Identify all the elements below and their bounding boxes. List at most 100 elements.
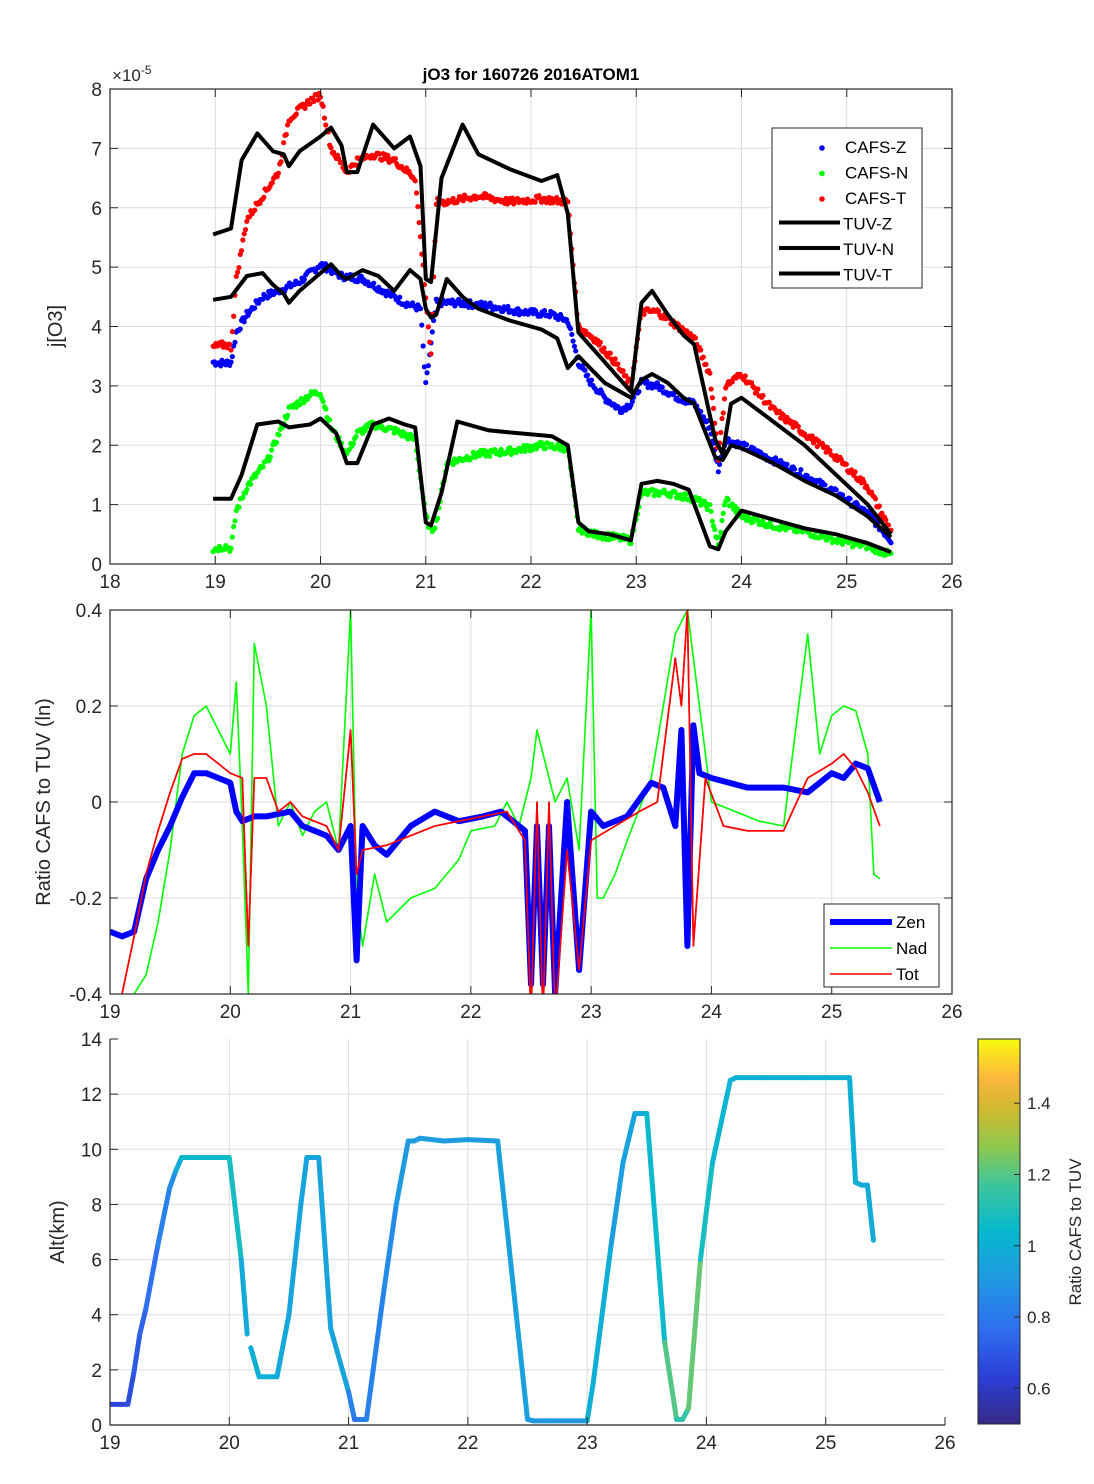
altitude-line-piece (393, 1138, 411, 1207)
data-point (320, 398, 326, 405)
legend-label: TUV-Z (843, 215, 892, 234)
data-point (702, 498, 708, 504)
data-point (413, 190, 420, 196)
data-point (431, 317, 437, 324)
data-point (483, 453, 489, 459)
data-point (392, 155, 399, 162)
data-point (839, 492, 846, 498)
y-tick-label: 10 (81, 1140, 102, 1161)
y-tick-label: 8 (91, 80, 102, 101)
colorbar-ticks: 0.6 0.8 1 1.2 1.4 (1014, 1094, 1051, 1398)
altitude-line-piece (328, 1326, 352, 1395)
data-point (425, 363, 431, 369)
data-point (240, 237, 246, 243)
data-point (278, 159, 284, 165)
data-point (434, 515, 441, 522)
data-point (229, 353, 235, 360)
data-point (852, 469, 858, 475)
series-line (212, 262, 893, 539)
data-point (784, 461, 790, 467)
legend-2: Zen Nad Tot (823, 903, 940, 988)
series-group-1 (210, 90, 894, 558)
colorbar-tick-label: 1.4 (1027, 1094, 1051, 1113)
altitude-line-piece (316, 1155, 334, 1331)
data-point (804, 472, 810, 479)
data-point (607, 350, 613, 356)
data-point (307, 101, 313, 107)
data-point (425, 324, 431, 330)
data-point (838, 456, 844, 463)
x-tick-label: 22 (520, 572, 541, 593)
altitude-line-piece (697, 1160, 715, 1263)
data-point (241, 319, 247, 325)
colorbar-tick-label: 1 (1027, 1237, 1036, 1256)
data-point (283, 131, 289, 138)
data-point (238, 248, 245, 254)
data-point (615, 361, 621, 367)
data-point (700, 354, 706, 360)
data-point (720, 510, 726, 516)
data-point (460, 198, 466, 204)
data-point (601, 345, 607, 351)
data-point (317, 94, 324, 100)
data-point (567, 326, 574, 332)
series-line (213, 416, 892, 554)
data-point (229, 329, 235, 335)
data-point (275, 170, 281, 176)
data-point (708, 386, 714, 392)
data-point (419, 322, 425, 328)
data-point (522, 448, 528, 454)
x-tick-label: 22 (457, 1433, 478, 1454)
data-point (323, 406, 329, 412)
data-point (833, 487, 839, 493)
data-point (235, 269, 241, 275)
plot-area-3 (110, 1039, 945, 1425)
data-point (710, 405, 717, 411)
data-point (232, 339, 238, 345)
data-point (628, 540, 634, 547)
data-point (240, 494, 246, 501)
data-point (629, 398, 635, 405)
data-point (709, 395, 715, 401)
data-point (718, 429, 724, 436)
data-point (260, 464, 266, 470)
data-point (317, 391, 324, 398)
data-point (760, 392, 766, 399)
altitude-segment (346, 1135, 590, 1424)
data-point (244, 486, 250, 493)
data-point (619, 409, 625, 416)
y-tick-label: 2 (91, 436, 102, 457)
data-point (541, 308, 548, 314)
data-point (532, 199, 538, 205)
legend-label: CAFS-T (845, 189, 906, 208)
data-point (824, 537, 830, 543)
altitude-line-piece (346, 1389, 358, 1422)
data-point (228, 545, 234, 552)
data-point (703, 361, 709, 367)
y-tick-label: 8 (91, 1195, 102, 1216)
legend-label: TUV-N (843, 240, 894, 259)
data-point (872, 496, 879, 502)
ticks-2: 19 20 21 22 23 24 25 26 -0.4 -0.2 0 0.2 0.4 (69, 601, 962, 1023)
data-point (429, 329, 435, 335)
x-tick-label: 26 (934, 1433, 955, 1454)
data-point (798, 467, 804, 473)
y-tick-label: -0.4 (69, 985, 102, 1006)
legend-label: Zen (896, 913, 925, 932)
data-point (311, 98, 317, 105)
legend-label: Tot (896, 965, 919, 984)
series-tot-overlay (121, 610, 881, 994)
data-point (350, 440, 356, 447)
data-point (261, 194, 267, 200)
data-point (573, 348, 579, 354)
y-tick-label: 6 (91, 1251, 102, 1272)
x-tick-label: 21 (340, 1002, 361, 1023)
data-point (232, 518, 238, 524)
data-point (827, 447, 833, 454)
altitude-line-piece (620, 1110, 638, 1166)
y-tick-label: 14 (81, 1030, 103, 1051)
altitude-line-piece (686, 1257, 703, 1411)
x-tick-label: 19 (99, 1433, 120, 1454)
data-point (696, 495, 703, 501)
